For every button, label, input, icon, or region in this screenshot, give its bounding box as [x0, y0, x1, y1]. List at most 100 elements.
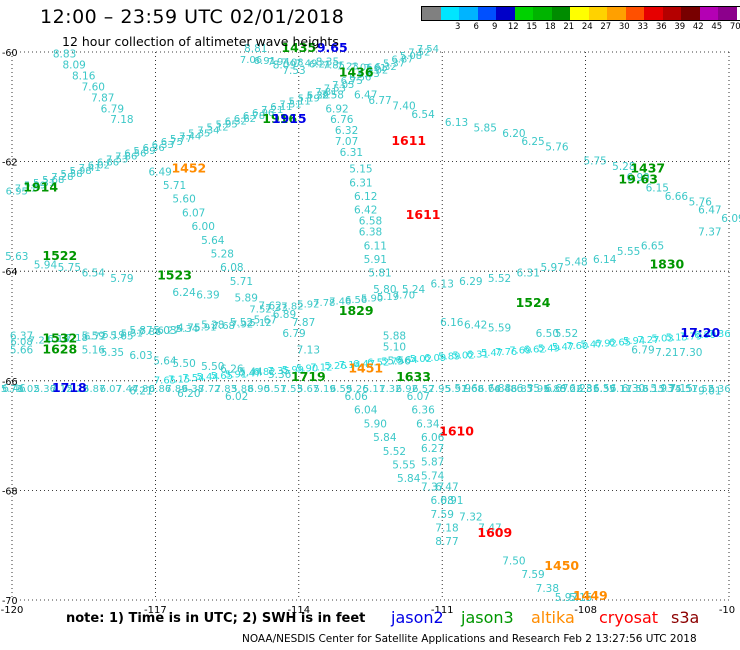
swh-value: 5.79: [110, 273, 133, 285]
swh-track-value: 6.64: [396, 355, 418, 366]
swh-track-value: 7.74: [659, 384, 681, 395]
pass-time-label: 17:20: [680, 325, 720, 340]
swh-value: 5.67: [254, 314, 277, 326]
swh-track-value: 6.47: [353, 359, 375, 370]
swh-value: 6.06: [421, 432, 445, 444]
swh-track-value: 5.79: [381, 356, 403, 367]
swh-value: 6.03: [129, 350, 152, 362]
swh-track-value: 6.90: [248, 384, 270, 395]
pass-time-label: 1914: [23, 180, 58, 195]
swh-value: 5.63: [5, 251, 28, 263]
swh-track-value: 7.85: [323, 60, 345, 71]
legend-jason2: jason2: [391, 608, 444, 627]
swh-track-value: 5.36: [708, 384, 730, 395]
swh-track-value: 7.76: [495, 347, 517, 358]
swh-track-value: 6.02: [88, 160, 110, 171]
x-tick-label: -10: [719, 605, 735, 616]
swh-track-value: 7.06: [350, 62, 372, 73]
swh-track-value: 5.92: [297, 300, 319, 311]
swh-track-value: 6.09: [424, 353, 446, 364]
swh-track-value: 6.56: [124, 149, 146, 160]
swh-track-value: 5.47: [580, 340, 602, 351]
swh-track-value: 5.02: [410, 354, 432, 365]
swh-value: 5.03: [153, 325, 176, 337]
swh-value: 5.52: [383, 446, 406, 458]
swh-track-value: 6.02: [17, 384, 39, 395]
swh-track-value: 5.02: [452, 350, 474, 361]
swh-track-value: 7.83: [215, 384, 237, 395]
swh-value: 5.90: [364, 418, 387, 430]
swh-value: 6.31: [340, 147, 363, 159]
swh-track-value: 6.59: [330, 384, 352, 395]
swh-track-value: 5.94: [623, 336, 645, 347]
x-tick-label: -114: [287, 605, 310, 616]
swh-value: 6.88: [488, 383, 511, 395]
swh-value: 7.18: [435, 523, 458, 535]
swh-track-value: 7.72: [198, 384, 220, 395]
swh-value: 6.02: [225, 391, 248, 403]
swh-value: 6.30: [622, 383, 645, 395]
pass-time-label: 1719: [291, 369, 326, 384]
swh-track-value: 6.63: [358, 69, 380, 80]
swh-value: 7.53: [282, 65, 305, 77]
swh-track-value: 5.95: [216, 120, 238, 131]
swh-value: 6.06: [344, 391, 368, 403]
swh-value: 7.60: [82, 81, 105, 93]
swh-track-value: 5.98: [70, 166, 92, 177]
swh-track-value: 6.91: [254, 56, 276, 67]
swh-value: 7.50: [502, 555, 525, 567]
pass-time-label: 1532: [42, 330, 77, 345]
swh-track-value: 7.24: [29, 336, 51, 347]
swh-value: 7.62: [258, 301, 281, 313]
swh-value: 5.48: [564, 257, 587, 269]
swh-track-value: 7.78: [313, 298, 335, 309]
swh-track-value: 7.58: [626, 384, 648, 395]
swh-value: 6.21: [129, 386, 152, 398]
swh-track-value: 6.62: [234, 114, 256, 125]
swh-value: 5.84: [373, 432, 397, 444]
swh-track-value: 7.68: [213, 321, 235, 332]
swh-track-value: 7.82: [281, 301, 303, 312]
legend-jason3: jason3: [461, 608, 514, 627]
swh-track-value: 5.89: [438, 352, 460, 363]
swh-value: 7.87: [91, 92, 114, 104]
swh-track-value: 5.47: [552, 342, 574, 353]
color-legend-swatch: [718, 7, 737, 20]
swh-track-value: 7.14: [339, 360, 361, 371]
swh-track-value: 7.46: [329, 297, 351, 308]
swh-track-value: 5.31: [33, 178, 55, 189]
legend-s3a: s3a: [671, 608, 700, 627]
swh-track-value: 7.32: [379, 384, 401, 395]
swh-track-value: 5.36: [34, 384, 56, 395]
swh-track-value: 7.51: [279, 99, 301, 110]
swh-track-value: 6.78: [243, 111, 265, 122]
swh-track-value: 7.33: [265, 303, 287, 314]
swh-value: 6.34: [416, 418, 440, 430]
color-legend-tick: 9: [492, 22, 498, 32]
swh-track-value: 7.44: [179, 131, 201, 142]
swh-value: 7.59: [431, 509, 454, 521]
swh-track-value: 5.19: [313, 384, 335, 395]
swh-track-value: 7.86: [115, 152, 137, 163]
swh-track-value: 7.27: [637, 335, 659, 346]
grid-lines: [11, 51, 730, 601]
color-legend-tick: 12: [507, 22, 519, 32]
swh-track-value: 5.23: [67, 384, 89, 395]
color-legend-swatch: [681, 7, 700, 20]
pass-time-label: 1437: [630, 161, 665, 176]
swh-value: 6.77: [368, 95, 391, 107]
pass-time-label: 1435: [281, 40, 316, 55]
swh-track-value: 6.81: [577, 384, 599, 395]
pass-time-label: 1628: [42, 341, 77, 356]
swh-value: 6.47: [354, 90, 377, 102]
swh-track-value: 6.65: [609, 337, 631, 348]
swh-value: 6.66: [665, 191, 689, 203]
color-legend-tick: 24: [581, 22, 593, 32]
swh-track-value: 6.36: [143, 143, 165, 154]
swh-value: 5.94: [34, 259, 58, 271]
color-legend-swatch: [514, 7, 533, 20]
swh-track-value: 5.44: [196, 372, 218, 383]
swh-value: 5.87: [421, 457, 444, 469]
color-legend-swatch: [533, 7, 552, 20]
color-legend-tick: 36: [655, 22, 667, 32]
